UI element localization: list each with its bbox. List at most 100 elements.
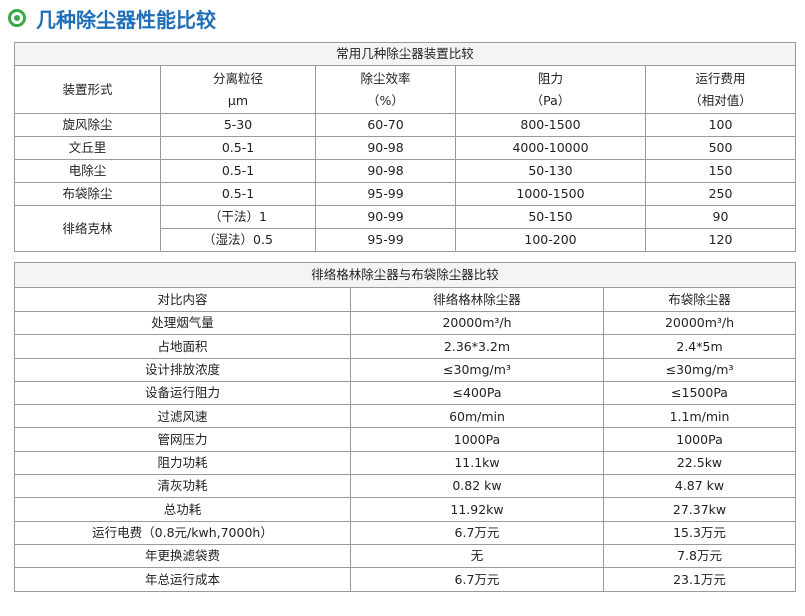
table-row: 布袋除尘 0.5-1 95-99 1000-1500 250	[14, 182, 796, 206]
table-cell: 4.87 kw	[602, 474, 797, 499]
title-icon	[8, 9, 26, 27]
table-row: 占地面积 2.36*3.2m 2.4*5m	[14, 334, 797, 359]
table-cell: 100	[645, 113, 796, 137]
table-cell: 90-98	[315, 159, 456, 183]
table-cell: 22.5kw	[602, 450, 797, 476]
table-cell: ≤30mg/m³	[350, 357, 604, 382]
table-cell: 0.5-1	[160, 136, 316, 160]
table-cell: （湿法）0.5	[160, 228, 316, 252]
table-cell: 4000-10000	[455, 136, 646, 160]
table-cell: 27.37kw	[602, 497, 797, 522]
table-cell: 过滤风速	[14, 404, 351, 429]
table-cell: 60m/min	[350, 404, 604, 429]
table-cell: 95-99	[315, 228, 456, 252]
table-1: 常用几种除尘器装置比较装置形式 分离粒径 μm 除尘效率 （%） 阻力 （Pa） 运行费用 （相…	[14, 42, 796, 252]
table-cell: ≤400Pa	[350, 380, 604, 406]
table-row: 徘络克林 （干法）1 90-99 50-150 90	[14, 205, 796, 252]
table-cell: 20000m³/h	[350, 310, 604, 336]
table-cell: 运行电费（0.8元/kwh,7000h）	[14, 520, 351, 545]
table-cell: 90	[645, 205, 796, 229]
header-line: μm	[227, 92, 249, 108]
table-cell: 120	[645, 228, 796, 252]
table-cell: 阻力功耗	[14, 450, 351, 476]
header-cell: 除尘效率 （%）	[315, 65, 456, 114]
table-cell: 0.5-1	[160, 159, 316, 183]
table-cell: 100-200	[455, 228, 646, 252]
table-cell: 150	[645, 159, 796, 183]
table-cell: 文丘里	[14, 136, 161, 160]
table-cell: 7.8万元	[602, 543, 797, 569]
header-line: 除尘效率	[360, 70, 411, 86]
table-cell: 90-98	[315, 136, 456, 160]
table-row: 对比内容 徘络格林除尘器 布袋除尘器	[14, 287, 797, 312]
table-cell: 500	[645, 136, 796, 160]
table-cell: 无	[350, 543, 604, 569]
table-row: 电除尘 0.5-1 90-98 50-130 150	[14, 159, 796, 183]
table-cell: 50-130	[455, 159, 646, 183]
header-cell: 徘络格林除尘器	[350, 287, 604, 312]
header-line: （相对值）	[689, 92, 752, 108]
table-cell: 15.3万元	[602, 520, 797, 545]
table-row: 年更换滤袋费无 7.8万元	[14, 543, 797, 569]
table-cell: 处理烟气量	[14, 310, 351, 336]
table-cell: 设计排放浓度	[14, 357, 351, 382]
table-row: （湿法）0.5 95-99 100-200 120	[15, 228, 796, 252]
header-cell: 阻力 （Pa）	[455, 65, 646, 114]
table-row: 设计排放浓度 ≤30mg/m³ ≤30mg/m³	[14, 357, 797, 382]
header-cell: 装置形式	[14, 65, 161, 114]
table-row: 常用几种除尘器装置比较	[14, 42, 796, 66]
header-line: 装置形式	[62, 81, 113, 97]
table-cell: 电除尘	[14, 159, 161, 183]
table-cell: 23.1万元	[602, 567, 797, 592]
table-cell: 2.4*5m	[602, 334, 797, 359]
table-cell: 1000Pa	[350, 427, 604, 452]
table-cell: 11.92kw	[350, 497, 604, 522]
table-cell: 95-99	[315, 182, 456, 206]
table-row: 处理烟气量 20000m³/h 20000m³/h	[14, 310, 797, 336]
table-cell: 清灰功耗	[14, 474, 351, 499]
table-cell: 0.5-1	[160, 182, 316, 206]
table-cell: 11.1kw	[350, 450, 604, 476]
table-cell: 设备运行阻力	[14, 380, 351, 406]
table-row: 设备运行阻力 ≤400Pa ≤1500Pa	[14, 380, 797, 406]
table-cell: 50-150	[455, 205, 646, 229]
title-text: 几种除尘器性能比较	[36, 7, 216, 32]
table-cell: 布袋除尘	[14, 182, 161, 206]
table-row: 管网压力 1000Pa 1000Pa	[14, 427, 797, 452]
table-row: 徘络格林除尘器与布袋除尘器比较	[13, 262, 797, 288]
table-cell: 6.7万元	[350, 520, 604, 545]
table-row: 阻力功耗 11.1kw 22.5kw	[14, 450, 797, 476]
table-cell: 90-99	[315, 205, 456, 229]
table-2: 徘络格林除尘器与布袋除尘器比较 对比内容 徘络格林除尘器 布袋除尘器 处理烟气量 2000…	[13, 262, 797, 592]
table-row: 装置形式 分离粒径 μm 除尘效率 （%） 阻力 （Pa） 运行费用 （相对值）	[14, 65, 796, 114]
table-row: 运行电费（0.8元/kwh,7000h） 6.7万元 15.3万元	[14, 520, 797, 545]
table-cell: 总功耗	[14, 497, 351, 522]
header-cell: 分离粒径 μm	[160, 65, 316, 114]
table-cell: （干法）1	[160, 205, 316, 229]
header-cell: 运行费用 （相对值）	[645, 65, 796, 114]
table-cell: 5-30	[160, 113, 316, 137]
table-caption: 常用几种除尘器装置比较	[14, 42, 796, 66]
table-row: 年总运行成本 6.7万元 23.1万元	[14, 567, 797, 592]
table-row: 旋风除尘 5-30 60-70 800-1500 100	[14, 113, 796, 137]
header-line: （Pa）	[530, 92, 571, 108]
table-row: 过滤风速 60m/min 1.1m/min	[14, 404, 797, 429]
table-cell: 60-70	[315, 113, 456, 137]
header-line: （%）	[367, 92, 404, 108]
table-cell: 20000m³/h	[602, 310, 797, 336]
table-cell: 6.7万元	[350, 567, 604, 592]
table-cell: 250	[645, 182, 796, 206]
header-cell: 对比内容	[14, 287, 351, 312]
table-row: 总功耗 11.92kw 27.37kw	[14, 497, 797, 522]
table-cell: 管网压力	[14, 427, 351, 452]
table-row: 清灰功耗 0.82 kw 4.87 kw	[14, 474, 797, 499]
table-cell: 1000Pa	[602, 427, 797, 452]
header-line: 分离粒径	[212, 70, 263, 86]
table-row: 文丘里 0.5-1 90-98 4000-10000 500	[14, 136, 796, 160]
header-line: 运行费用	[695, 70, 746, 86]
table-cell: 1000-1500	[455, 182, 646, 206]
table-cell: ≤1500Pa	[602, 380, 797, 406]
table-cell: 800-1500	[455, 113, 646, 137]
page-title: 几种除尘器性能比较	[8, 4, 216, 32]
